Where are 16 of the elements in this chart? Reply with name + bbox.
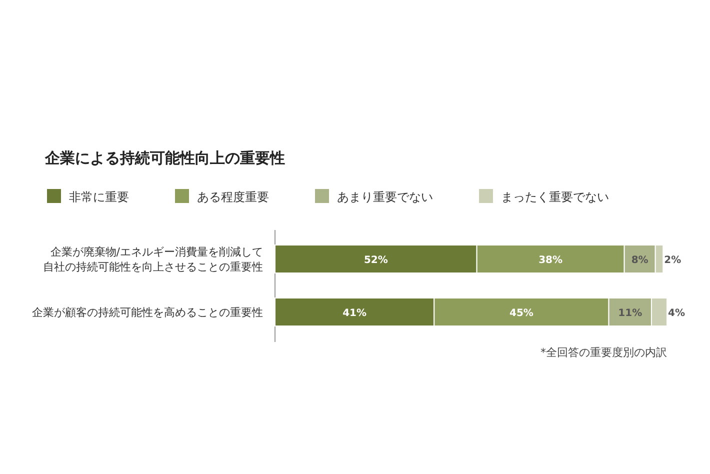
y-tick-label: 企業が廃棄物/エネルギー消費量を削減して自社の持続可能性を向上させることの重要性 bbox=[43, 246, 263, 274]
legend-label: 非常に重要 bbox=[69, 190, 129, 204]
data-label: 2% bbox=[664, 255, 682, 266]
data-label: 8% bbox=[631, 255, 648, 266]
data-label: 41% bbox=[342, 308, 367, 319]
data-label: 11% bbox=[618, 308, 642, 319]
data-label: 52% bbox=[364, 255, 388, 266]
chart-title: 企業による持続可能性向上の重要性 bbox=[44, 149, 285, 167]
text: *全回答の重要度別の内訳 bbox=[540, 346, 667, 359]
legend-label: ある程度重要 bbox=[197, 190, 269, 204]
legend-label: あまり重要でない bbox=[337, 190, 433, 204]
y-tick-label: 企業が顧客の持続可能性を高めることの重要性 bbox=[32, 306, 263, 319]
data-label: 38% bbox=[538, 255, 563, 266]
legend-label: まったく重要でない bbox=[501, 190, 609, 204]
data-label: 4% bbox=[668, 308, 685, 319]
data-label: 45% bbox=[509, 308, 534, 319]
